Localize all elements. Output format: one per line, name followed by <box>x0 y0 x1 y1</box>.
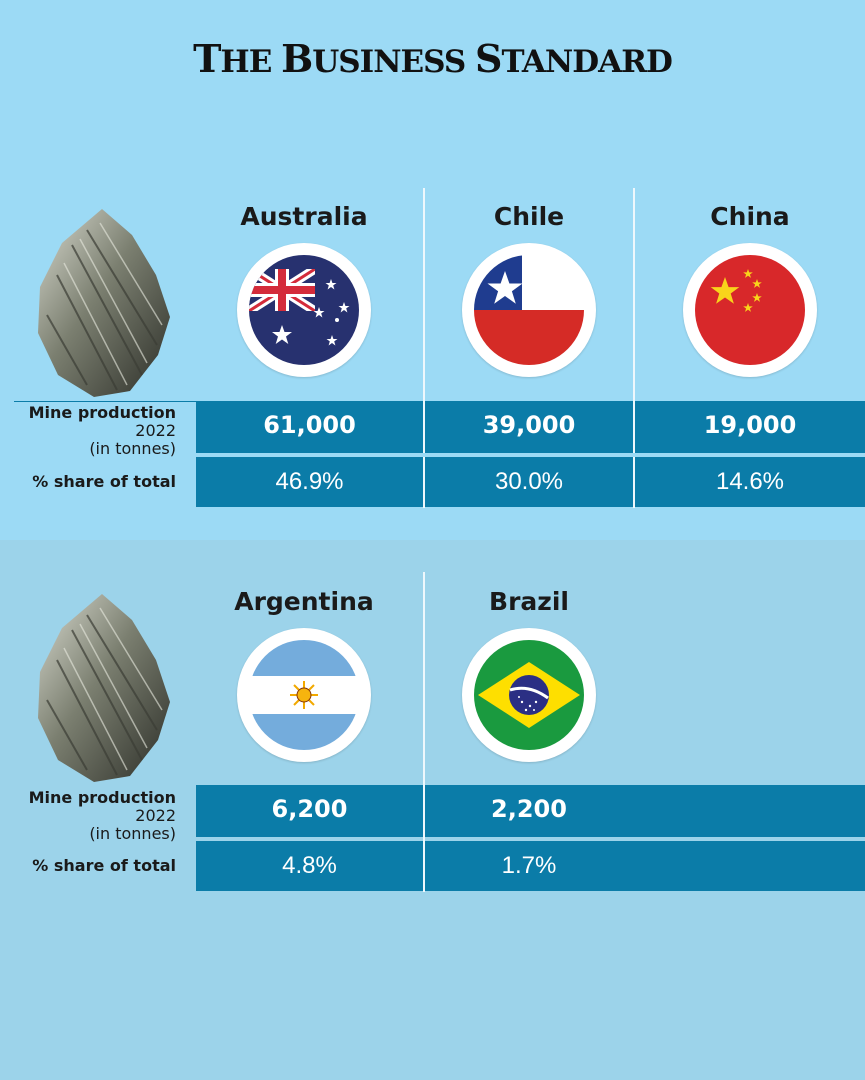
share-row-label: % share of total <box>32 856 176 875</box>
production-bar <box>196 401 865 453</box>
country-name: Chile <box>493 202 565 231</box>
row-gap <box>196 453 865 457</box>
production-value: 2,200 <box>491 795 567 823</box>
mineral-rock-icon <box>32 590 172 785</box>
column-divider <box>423 572 425 892</box>
mineral-rock-icon <box>32 205 172 400</box>
country-name: Brazil <box>489 587 569 616</box>
australia-flag-icon <box>237 243 371 377</box>
column-divider <box>423 188 425 508</box>
country-name: Australia <box>240 202 368 231</box>
production-row-label: Mine production 2022 (in tonnes) <box>28 788 176 843</box>
share-value: 4.8% <box>282 852 337 879</box>
country-name: China <box>710 202 790 231</box>
masthead-logo: THE BUSINESS STANDARD <box>193 36 673 81</box>
production-row-label: Mine production 2022 (in tonnes) <box>28 403 176 458</box>
column-divider <box>423 785 425 891</box>
share-value: 1.7% <box>501 852 557 879</box>
china-flag-icon <box>683 243 817 377</box>
production-value: 61,000 <box>263 411 356 439</box>
production-bar <box>196 785 865 837</box>
share-row-label: % share of total <box>32 472 176 491</box>
production-value: 6,200 <box>271 795 348 823</box>
share-bar <box>196 457 865 507</box>
share-value: 30.0% <box>494 468 564 495</box>
share-value: 46.9% <box>275 468 344 495</box>
country-name: Argentina <box>234 587 374 616</box>
production-value: 19,000 <box>703 411 797 439</box>
production-value: 39,000 <box>482 411 576 439</box>
row-accent-line <box>14 401 196 402</box>
brazil-flag-icon <box>462 628 596 762</box>
share-value: 14.6% <box>715 468 785 495</box>
share-bar <box>196 841 865 891</box>
column-divider <box>633 188 635 508</box>
row-gap <box>196 837 865 841</box>
chile-flag-icon <box>462 243 596 377</box>
argentina-flag-icon <box>237 628 371 762</box>
